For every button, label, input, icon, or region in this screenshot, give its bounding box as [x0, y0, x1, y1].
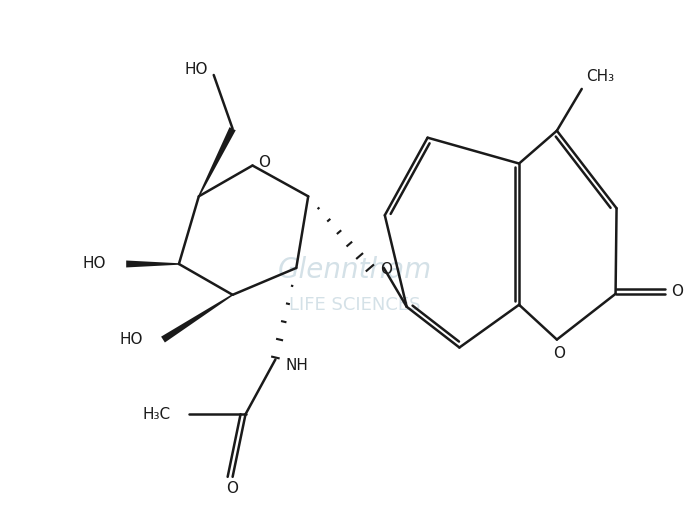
- Polygon shape: [198, 127, 236, 197]
- Text: O: O: [227, 482, 239, 496]
- Text: O: O: [258, 155, 271, 170]
- Text: HO: HO: [83, 256, 106, 271]
- Text: NH: NH: [285, 358, 308, 373]
- Text: CH₃: CH₃: [586, 70, 614, 84]
- Text: H₃C: H₃C: [143, 407, 171, 422]
- Polygon shape: [126, 261, 179, 267]
- Text: O: O: [671, 284, 683, 300]
- Text: Glenntham: Glenntham: [278, 256, 432, 284]
- Text: O: O: [380, 263, 392, 278]
- Text: LIFE SCIENCES: LIFE SCIENCES: [290, 296, 420, 314]
- Text: HO: HO: [120, 332, 143, 347]
- Text: HO: HO: [184, 61, 207, 76]
- Polygon shape: [161, 294, 233, 343]
- Text: O: O: [553, 346, 565, 361]
